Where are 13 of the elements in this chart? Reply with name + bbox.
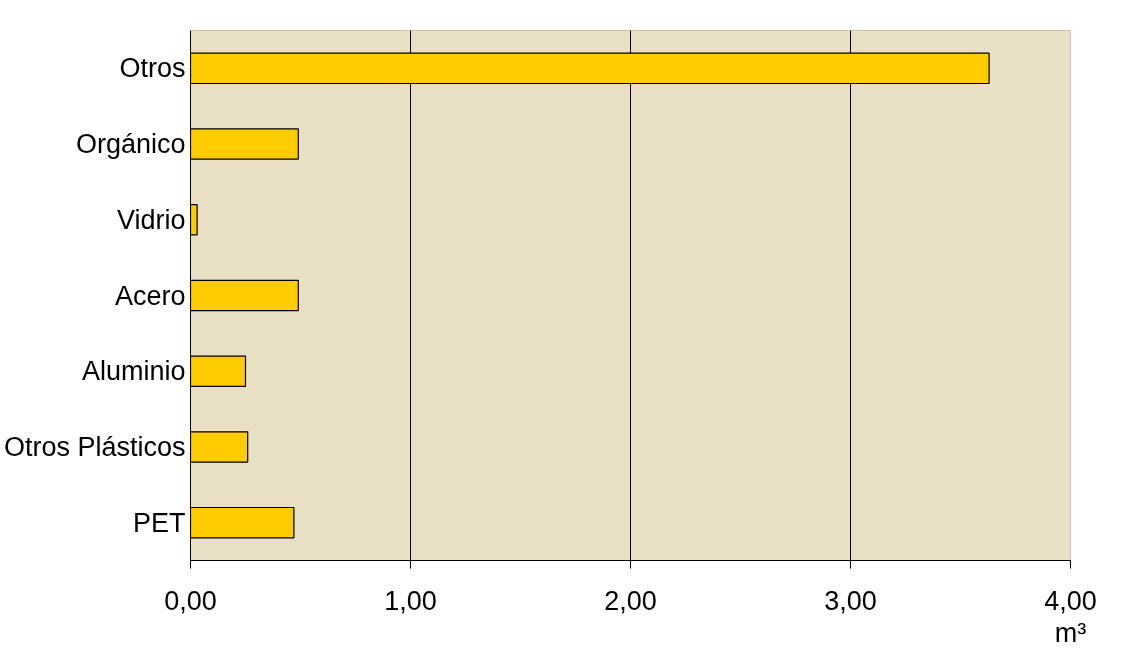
- y-tick-label: Otros Plásticos: [3, 431, 186, 462]
- y-tick-label: Acero: [114, 280, 186, 311]
- y-tick-label: Vidrio: [116, 204, 186, 235]
- x-tick-label: 4,00: [1044, 585, 1097, 616]
- x-axis-title: m³: [1054, 617, 1087, 648]
- x-tick-label: 1,00: [384, 585, 437, 616]
- x-tick-label: 3,00: [824, 585, 877, 616]
- y-tick-label: Orgánico: [75, 129, 186, 160]
- y-tick-label: Otros: [119, 53, 186, 84]
- y-tick-label: Aluminio: [81, 356, 186, 387]
- y-tick-label: PET: [132, 507, 186, 538]
- x-tick-label: 2,00: [604, 585, 657, 616]
- x-tick-label: 0,00: [164, 585, 217, 616]
